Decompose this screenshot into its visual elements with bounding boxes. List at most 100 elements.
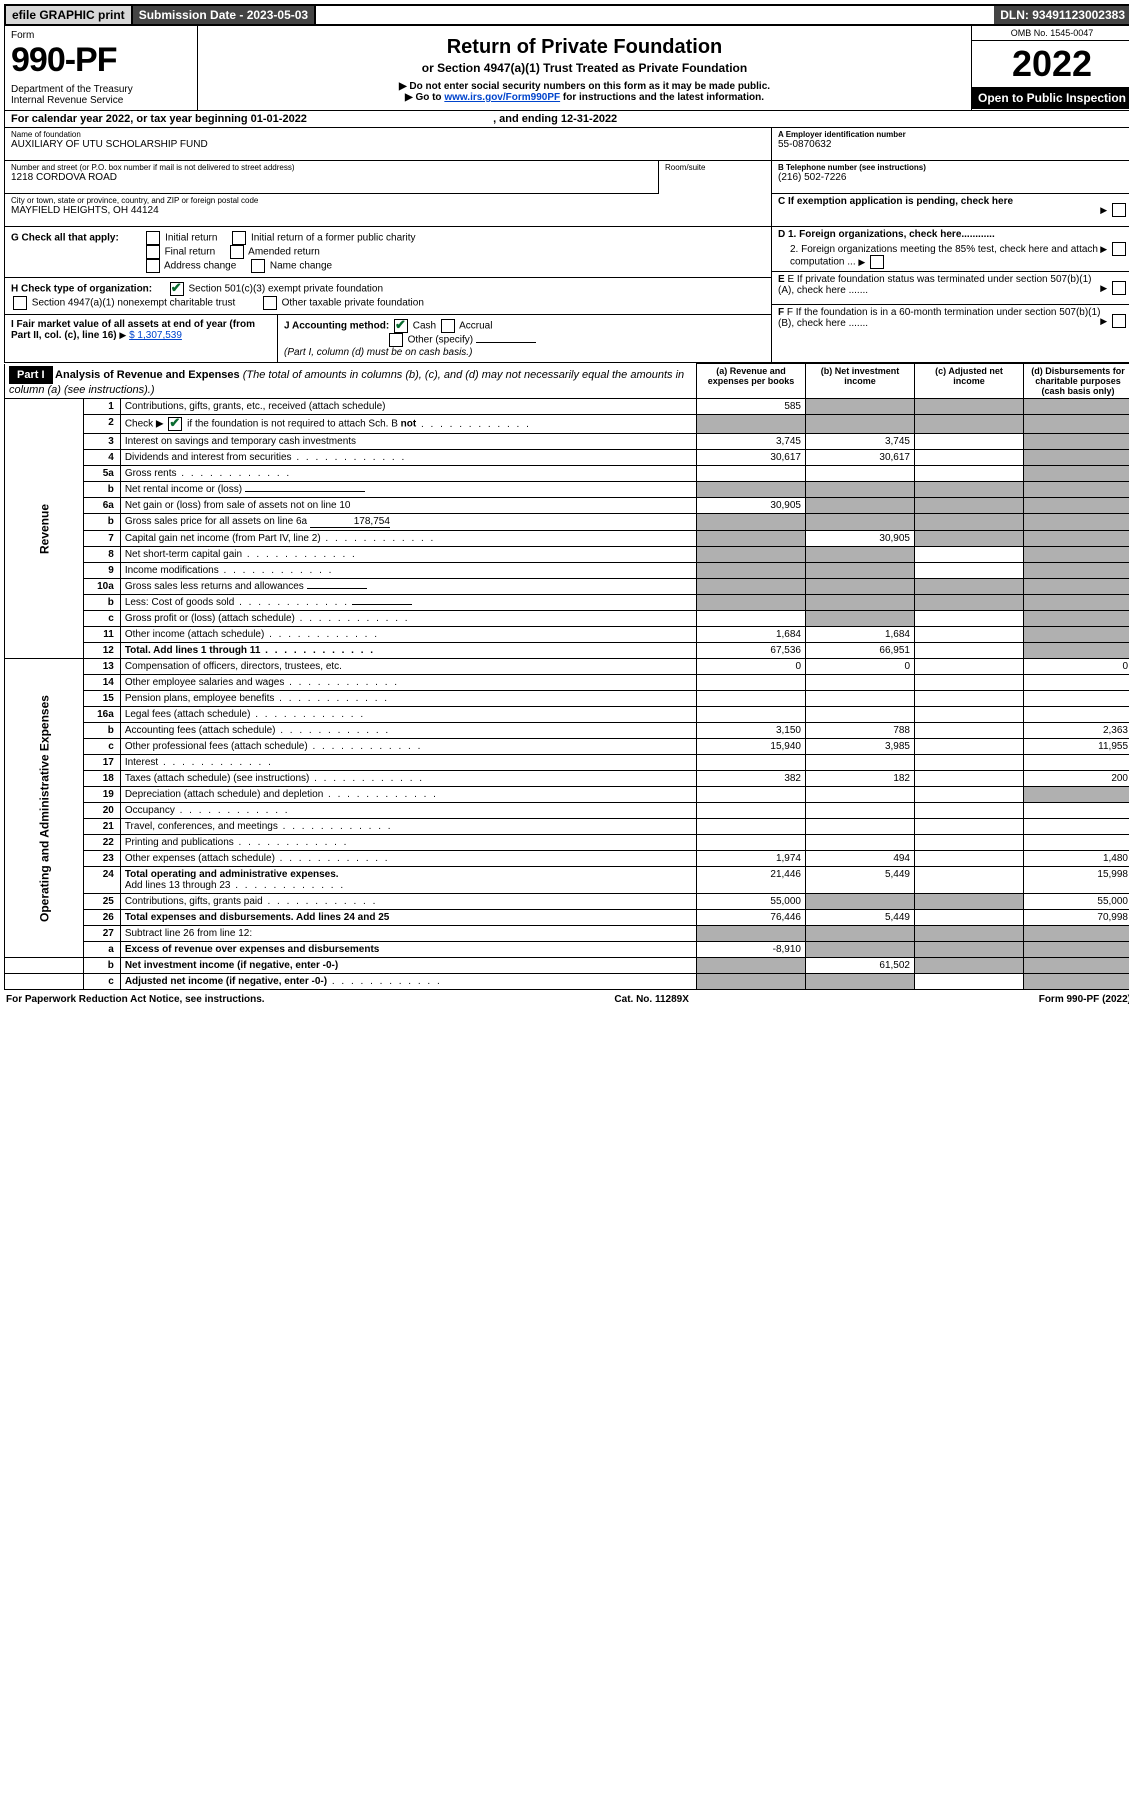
form-note2: ▶ Go to www.irs.gov/Form990PF for instru… bbox=[208, 92, 961, 103]
arrow-icon bbox=[858, 257, 865, 268]
submission-date: Submission Date - 2023-05-03 bbox=[133, 6, 316, 24]
col-c-header: (c) Adjusted net income bbox=[915, 364, 1024, 399]
g-address-change-checkbox[interactable] bbox=[146, 259, 160, 273]
d1-checkbox[interactable] bbox=[1112, 242, 1126, 256]
table-row: bGross sales price for all assets on lin… bbox=[5, 514, 1129, 531]
table-row: 19Depreciation (attach schedule) and dep… bbox=[5, 787, 1129, 803]
part1-table: Part I Analysis of Revenue and Expenses … bbox=[4, 363, 1129, 990]
j-other-checkbox[interactable] bbox=[389, 333, 403, 347]
col-d-header: (d) Disbursements for charitable purpose… bbox=[1024, 364, 1129, 399]
e-terminated-cell: E E If private foundation status was ter… bbox=[772, 272, 1129, 305]
schb-checkbox[interactable] bbox=[168, 417, 182, 431]
f-termination-cell: F F If the foundation is in a 60-month t… bbox=[772, 305, 1129, 337]
entity-info: Name of foundation AUXILIARY OF UTU SCHO… bbox=[4, 128, 1129, 227]
table-row: 26Total expenses and disbursements. Add … bbox=[5, 910, 1129, 926]
table-row: 15Pension plans, employee benefits bbox=[5, 691, 1129, 707]
table-row: bNet rental income or (loss) bbox=[5, 482, 1129, 498]
i-j-row: I Fair market value of all assets at end… bbox=[5, 315, 771, 362]
tax-year: 2022 bbox=[972, 41, 1129, 87]
phone-cell: B Telephone number (see instructions) (2… bbox=[772, 161, 1129, 194]
g-check-row: G Check all that apply: Initial return I… bbox=[5, 227, 771, 278]
page-footer: For Paperwork Reduction Act Notice, see … bbox=[4, 990, 1129, 1005]
g-amended-return-checkbox[interactable] bbox=[230, 245, 244, 259]
table-row: Revenue 1Contributions, gifts, grants, e… bbox=[5, 399, 1129, 415]
f-checkbox[interactable] bbox=[1112, 314, 1126, 328]
omb-number: OMB No. 1545-0047 bbox=[972, 26, 1129, 41]
table-row: 4Dividends and interest from securities3… bbox=[5, 450, 1129, 466]
table-row: 24Total operating and administrative exp… bbox=[5, 867, 1129, 894]
table-row: 23Other expenses (attach schedule)1,9744… bbox=[5, 851, 1129, 867]
table-row: 18Taxes (attach schedule) (see instructi… bbox=[5, 771, 1129, 787]
table-row: 21Travel, conferences, and meetings bbox=[5, 819, 1129, 835]
table-row: 9Income modifications bbox=[5, 563, 1129, 579]
department-label: Department of the Treasury Internal Reve… bbox=[11, 84, 191, 106]
revenue-side-label: Revenue bbox=[5, 399, 84, 659]
d2-checkbox[interactable] bbox=[870, 255, 884, 269]
table-row: 25Contributions, gifts, grants paid55,00… bbox=[5, 894, 1129, 910]
exemption-pending-cell: C If exemption application is pending, c… bbox=[772, 194, 1129, 226]
table-row: 2 Check ▶ if the foundation is not requi… bbox=[5, 415, 1129, 434]
h-501c3-checkbox[interactable] bbox=[170, 282, 184, 296]
table-row: 22Printing and publications bbox=[5, 835, 1129, 851]
open-public-label: Open to Public Inspection bbox=[972, 87, 1129, 109]
form-label: Form bbox=[11, 30, 191, 41]
calendar-year-row: For calendar year 2022, or tax year begi… bbox=[4, 111, 1129, 128]
table-row: cOther professional fees (attach schedul… bbox=[5, 739, 1129, 755]
section-g-d: G Check all that apply: Initial return I… bbox=[4, 227, 1129, 363]
arrow-icon bbox=[1100, 283, 1107, 294]
table-row: 7Capital gain net income (from Part IV, … bbox=[5, 531, 1129, 547]
j-cash-checkbox[interactable] bbox=[394, 319, 408, 333]
h-other-taxable-checkbox[interactable] bbox=[263, 296, 277, 310]
expenses-side-label: Operating and Administrative Expenses bbox=[5, 659, 84, 958]
fmv-link[interactable]: $ 1,307,539 bbox=[129, 330, 182, 341]
form-title: Return of Private Foundation bbox=[208, 36, 961, 59]
form-note1: ▶ Do not enter social security numbers o… bbox=[208, 81, 961, 92]
g-name-change-checkbox[interactable] bbox=[251, 259, 265, 273]
table-row: 20Occupancy bbox=[5, 803, 1129, 819]
table-row: cGross profit or (loss) (attach schedule… bbox=[5, 611, 1129, 627]
exemption-checkbox[interactable] bbox=[1112, 203, 1126, 217]
table-row: 3Interest on savings and temporary cash … bbox=[5, 434, 1129, 450]
h-check-row: H Check type of organization: Section 50… bbox=[5, 278, 771, 315]
table-row: Operating and Administrative Expenses 13… bbox=[5, 659, 1129, 675]
ein-cell: A Employer identification number 55-0870… bbox=[772, 128, 1129, 161]
table-row: 14Other employee salaries and wages bbox=[5, 675, 1129, 691]
table-row: 11Other income (attach schedule)1,6841,6… bbox=[5, 627, 1129, 643]
table-row: bAccounting fees (attach schedule)3,1507… bbox=[5, 723, 1129, 739]
arrow-icon bbox=[1100, 244, 1107, 255]
arrow-icon bbox=[1100, 316, 1107, 327]
city-cell: City or town, state or province, country… bbox=[5, 194, 771, 226]
j-accrual-checkbox[interactable] bbox=[441, 319, 455, 333]
form-number: 990-PF bbox=[11, 41, 191, 80]
form990pf-link[interactable]: www.irs.gov/Form990PF bbox=[444, 92, 560, 103]
h-4947-checkbox[interactable] bbox=[13, 296, 27, 310]
foundation-name-cell: Name of foundation AUXILIARY OF UTU SCHO… bbox=[5, 128, 771, 161]
room-suite-cell: Room/suite bbox=[658, 161, 771, 194]
arrow-icon bbox=[119, 330, 126, 341]
form-header: Form 990-PF Department of the Treasury I… bbox=[4, 26, 1129, 111]
table-row: 16aLegal fees (attach schedule) bbox=[5, 707, 1129, 723]
table-row: 27Subtract line 26 from line 12: bbox=[5, 926, 1129, 942]
form-subtitle: or Section 4947(a)(1) Trust Treated as P… bbox=[208, 61, 961, 75]
table-row: 10aGross sales less returns and allowanc… bbox=[5, 579, 1129, 595]
part1-tag: Part I bbox=[9, 366, 53, 384]
col-b-header: (b) Net investment income bbox=[806, 364, 915, 399]
catalog-number: Cat. No. 11289X bbox=[614, 994, 688, 1005]
table-row: cAdjusted net income (if negative, enter… bbox=[5, 974, 1129, 990]
top-bar: efile GRAPHIC print Submission Date - 20… bbox=[4, 4, 1129, 26]
g-final-return-checkbox[interactable] bbox=[146, 245, 160, 259]
form-ref: Form 990-PF (2022) bbox=[1039, 994, 1129, 1005]
g-initial-return-checkbox[interactable] bbox=[146, 231, 160, 245]
dln-label: DLN: 93491123002383 bbox=[994, 6, 1129, 24]
d-foreign-cell: D 1. Foreign organizations, check here..… bbox=[772, 227, 1129, 272]
g-initial-former-checkbox[interactable] bbox=[232, 231, 246, 245]
address-cell: Number and street (or P.O. box number if… bbox=[5, 161, 658, 194]
efile-print-label[interactable]: efile GRAPHIC print bbox=[6, 6, 133, 24]
table-row: bLess: Cost of goods sold bbox=[5, 595, 1129, 611]
col-a-header: (a) Revenue and expenses per books bbox=[697, 364, 806, 399]
table-row: 12Total. Add lines 1 through 1167,53666,… bbox=[5, 643, 1129, 659]
table-row: 5aGross rents bbox=[5, 466, 1129, 482]
table-row: 8Net short-term capital gain bbox=[5, 547, 1129, 563]
e-checkbox[interactable] bbox=[1112, 281, 1126, 295]
table-row: 6aNet gain or (loss) from sale of assets… bbox=[5, 498, 1129, 514]
